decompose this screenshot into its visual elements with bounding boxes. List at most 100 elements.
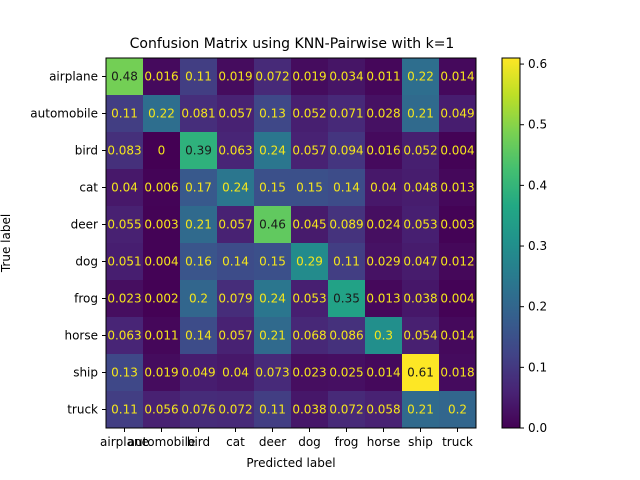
heatmap-cell <box>291 280 329 318</box>
colorbar-tick-label: 0.6 <box>528 57 547 71</box>
cell-value-label: 0.057 <box>218 329 252 343</box>
heatmap-cell <box>254 132 292 170</box>
heatmap-cell <box>106 354 144 392</box>
heatmap-cell <box>254 95 292 133</box>
heatmap-cell <box>291 243 329 281</box>
cell-value-label: 0.11 <box>111 403 138 417</box>
heatmap-cell <box>106 317 144 355</box>
cell-value-label: 0.019 <box>218 70 252 84</box>
chart-title: Confusion Matrix using KNN-Pairwise with… <box>130 36 455 52</box>
heatmap-cell <box>106 95 144 133</box>
x-tick-label: horse <box>367 435 401 449</box>
x-tick-label: cat <box>226 435 245 449</box>
heatmap-cell <box>217 95 255 133</box>
heatmap-cell <box>402 58 440 96</box>
cell-value-label: 0.071 <box>329 107 363 121</box>
cell-value-label: 0.39 <box>185 144 212 158</box>
heatmap-cell <box>106 58 144 96</box>
cell-value-label: 0.038 <box>292 403 326 417</box>
heatmap-cell <box>143 95 181 133</box>
heatmap-cell <box>328 354 366 392</box>
cell-value-label: 0.014 <box>440 329 474 343</box>
cell-value-label: 0.11 <box>259 403 286 417</box>
cell-value-label: 0.011 <box>144 329 178 343</box>
cell-value-label: 0.04 <box>111 181 138 195</box>
cell-value-label: 0.052 <box>292 107 326 121</box>
heatmap-cell <box>365 95 403 133</box>
heatmap-cell <box>328 169 366 207</box>
heatmap-cell <box>217 317 255 355</box>
cell-value-label: 0.052 <box>403 144 437 158</box>
heatmap-cell <box>143 280 181 318</box>
cell-value-label: 0.073 <box>255 366 289 380</box>
x-tick-label: deer <box>259 435 286 449</box>
heatmap-cell <box>365 354 403 392</box>
y-tick-label: truck <box>67 403 98 417</box>
cell-value-label: 0.04 <box>370 181 397 195</box>
cell-value-label: 0.024 <box>366 218 400 232</box>
cell-value-label: 0.079 <box>218 292 252 306</box>
heatmap-cell <box>402 354 440 392</box>
y-axis-ticks: airplane automobile bird cat deer dog frog hors… <box>30 70 106 417</box>
cell-value-label: 0.057 <box>218 107 252 121</box>
cell-value-label: 0.072 <box>255 70 289 84</box>
heatmap-cell <box>254 243 292 281</box>
heatmap-cell <box>439 132 477 170</box>
cell-value-label: 0.013 <box>366 292 400 306</box>
cell-value-label: 0.11 <box>185 70 212 84</box>
cell-value-label: 0.089 <box>329 218 363 232</box>
heatmap-cell <box>106 243 144 281</box>
cell-value-label: 0.14 <box>222 255 249 269</box>
x-tick-label: airplane <box>100 435 149 449</box>
heatmap-cell <box>254 58 292 96</box>
cell-value-label: 0.023 <box>107 292 141 306</box>
heatmap-cell <box>217 169 255 207</box>
cell-value-label: 0.22 <box>407 70 434 84</box>
cell-value-label: 0.028 <box>366 107 400 121</box>
heatmap-cell <box>291 206 329 244</box>
heatmap-cell <box>106 169 144 207</box>
cell-value-label: 0.012 <box>440 255 474 269</box>
heatmap-cell <box>254 354 292 392</box>
heatmap-cell <box>143 391 181 429</box>
cell-value-label: 0.016 <box>144 70 178 84</box>
cell-value-label: 0.016 <box>366 144 400 158</box>
cell-value-label: 0.46 <box>259 218 286 232</box>
cell-value-label: 0.054 <box>403 329 437 343</box>
x-tick-label: frog <box>335 435 359 449</box>
cell-value-label: 0.055 <box>107 218 141 232</box>
cell-value-label: 0.003 <box>144 218 178 232</box>
cell-value-label: 0.051 <box>107 255 141 269</box>
cell-value-label: 0.011 <box>366 70 400 84</box>
cell-value-label: 0.22 <box>148 107 175 121</box>
heatmap-cell <box>365 58 403 96</box>
heatmap-cell <box>180 280 218 318</box>
heatmap-cell <box>402 95 440 133</box>
cell-value-label: 0.17 <box>185 181 212 195</box>
heatmap-cell <box>439 243 477 281</box>
heatmap-cell <box>180 243 218 281</box>
heatmap-cell <box>291 391 329 429</box>
cell-value-label: 0.24 <box>259 292 286 306</box>
heatmap-cell <box>217 206 255 244</box>
y-tick-label: cat <box>79 181 98 195</box>
cell-value-label: 0.025 <box>329 366 363 380</box>
heatmap-cell <box>254 391 292 429</box>
colorbar-tick-label: 0.5 <box>528 118 547 132</box>
heatmap-cell <box>365 243 403 281</box>
heatmap-cell <box>439 58 477 96</box>
cell-value-label: 0.056 <box>144 403 178 417</box>
cell-value-label: 0.16 <box>185 255 212 269</box>
cell-value-label: 0.049 <box>181 366 215 380</box>
cell-value-label: 0.029 <box>366 255 400 269</box>
x-tick-label: truck <box>442 435 473 449</box>
heatmap-cell <box>328 317 366 355</box>
cell-value-label: 0.15 <box>259 255 286 269</box>
heatmap-cell <box>217 132 255 170</box>
cell-value-label: 0.076 <box>181 403 215 417</box>
cell-value-label: 0.053 <box>403 218 437 232</box>
cell-value-label: 0.018 <box>440 366 474 380</box>
cell-value-label: 0.068 <box>292 329 326 343</box>
cell-value-label: 0.11 <box>111 107 138 121</box>
